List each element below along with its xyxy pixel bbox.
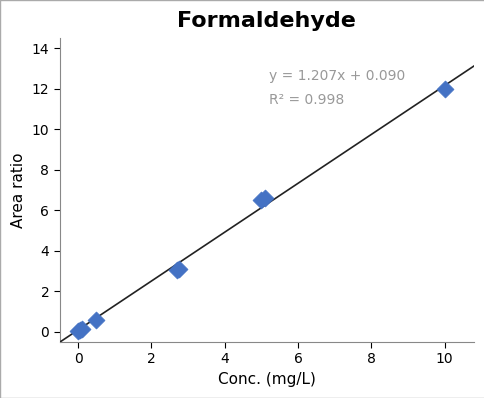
X-axis label: Conc. (mg/L): Conc. (mg/L) (217, 372, 315, 387)
Point (76, 327, 84, 334)
Text: R² = 0.998: R² = 0.998 (268, 93, 343, 107)
Point (74, 328, 82, 335)
Title: Formaldehyde: Formaldehyde (177, 11, 356, 31)
Point (175, 265, 182, 272)
Point (440, 86, 448, 92)
Point (92, 317, 100, 324)
Point (257, 197, 265, 203)
Text: y = 1.207x + 0.090: y = 1.207x + 0.090 (268, 68, 404, 83)
Point (260, 195, 268, 201)
Y-axis label: Area ratio: Area ratio (11, 152, 26, 228)
Point (173, 267, 181, 273)
Point (77, 326, 85, 333)
